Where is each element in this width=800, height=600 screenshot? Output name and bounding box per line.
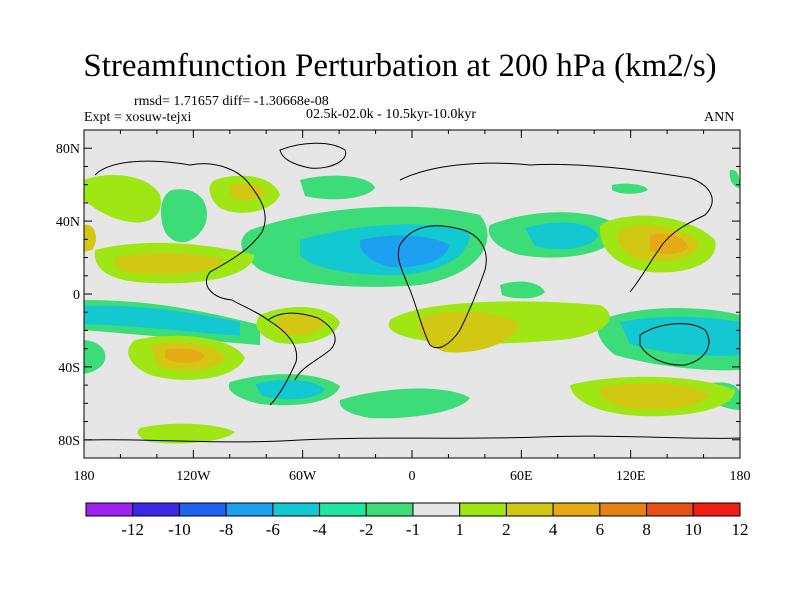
- lat-tick-label: 0: [73, 288, 80, 303]
- colorbar-swatch: [365, 502, 414, 517]
- colorbar-label: 4: [548, 520, 558, 539]
- contour-region: [620, 316, 740, 356]
- contour-region: [300, 175, 375, 200]
- coastline-africa: [397, 225, 487, 349]
- colorbar-swatch: [272, 502, 321, 517]
- contour-region: [230, 183, 265, 201]
- lon-tick-label: 120E: [616, 469, 646, 484]
- season-label: ANN: [704, 110, 735, 125]
- colorbar-label: -6: [265, 520, 280, 539]
- coastline-americas: [94, 160, 298, 406]
- contour-region: [359, 235, 450, 268]
- contour-region: [339, 388, 470, 419]
- coastline-eurasia: [399, 162, 713, 293]
- coastline-south-america: [267, 312, 336, 381]
- colorbar-label: 8: [642, 520, 651, 539]
- colorbar-label: -4: [312, 520, 327, 539]
- map-title: Streamfunction Perturbation at 200 hPa (…: [83, 48, 717, 84]
- lat-tick-label: 80S: [58, 434, 80, 449]
- colorbar-label: -1: [405, 520, 421, 539]
- colorbar-label: 12: [731, 520, 749, 539]
- contour-region: [165, 348, 205, 363]
- colorbar: [85, 502, 741, 517]
- lon-tick-label: 180: [74, 469, 95, 484]
- contour-region: [255, 379, 325, 400]
- lon-tick-label: 180: [730, 469, 751, 484]
- coastline-greenland: [279, 142, 347, 169]
- colorbar-swatch: [646, 502, 694, 517]
- coastlines: [84, 142, 740, 443]
- longitude-labels: 180 120W 60W 0 60E 120E 180: [74, 469, 751, 484]
- contour-region: [160, 189, 207, 243]
- colorbar-swatch: [505, 502, 554, 517]
- lon-tick-label: 120W: [176, 469, 211, 484]
- lon-tick-label: 0: [409, 469, 416, 484]
- contour-region: [418, 311, 520, 353]
- coastline-antarctica: [84, 435, 740, 443]
- lat-tick-label: 80N: [56, 142, 80, 157]
- contour-region: [84, 340, 106, 374]
- contour-region: [137, 423, 235, 444]
- colorbar-swatch: [412, 502, 461, 517]
- coastline-australia: [639, 323, 710, 366]
- colorbar-swatch: [85, 502, 134, 517]
- experiment-label: Expt = xosuw-tejxi: [84, 110, 192, 125]
- colorbar-swatch: [225, 502, 274, 517]
- contour-region: [500, 281, 545, 299]
- colorbar-label: 10: [684, 520, 702, 539]
- colorbar-swatch: [552, 502, 601, 517]
- contour-region: [525, 222, 598, 250]
- colorbar-label: -2: [359, 520, 374, 539]
- contour-region: [114, 252, 225, 275]
- colorbar-swatch: [319, 502, 367, 517]
- lon-tick-label: 60W: [289, 469, 317, 484]
- colorbar-label: -8: [219, 520, 234, 539]
- period-label: 02.5k-02.0k - 10.5kyr-10.0kyr: [306, 107, 477, 122]
- latitude-labels: 80N 40N 0 40S 80S: [56, 142, 80, 449]
- contour-fill-layer: [84, 169, 740, 444]
- lat-tick-label: 40N: [56, 215, 80, 230]
- contour-region: [599, 383, 710, 410]
- colorbar-swatch: [599, 502, 648, 517]
- lat-tick-label: 40S: [58, 361, 80, 376]
- colorbar-swatch: [132, 502, 180, 517]
- axis-ticks: [83, 129, 741, 459]
- colorbar-swatch: [178, 502, 227, 517]
- colorbar-label: 6: [595, 520, 605, 539]
- contour-region: [84, 224, 96, 252]
- contour-region: [84, 175, 161, 223]
- lon-tick-label: 60E: [510, 469, 533, 484]
- contour-region: [729, 169, 740, 188]
- colorbar-label: 2: [502, 520, 511, 539]
- contour-region: [84, 305, 240, 336]
- colorbar-label: -10: [168, 520, 191, 539]
- colorbar-label: 1: [455, 520, 464, 539]
- colorbar-swatch: [459, 502, 507, 517]
- colorbar-swatch: [692, 502, 741, 517]
- contour-region: [275, 313, 325, 336]
- stats-text: rmsd= 1.71657 diff= -1.30668e-08: [134, 94, 329, 109]
- colorbar-label: -12: [121, 520, 145, 539]
- contour-region: [612, 183, 648, 194]
